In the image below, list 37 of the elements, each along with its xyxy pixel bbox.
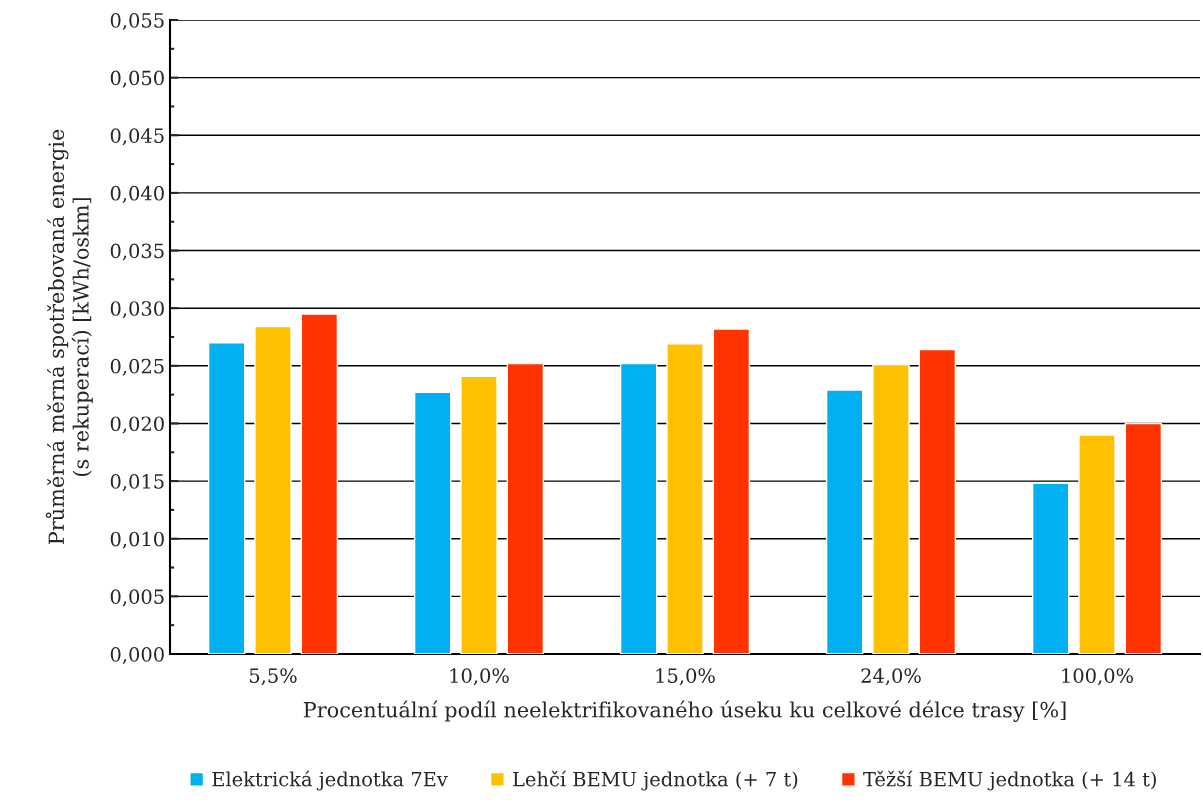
- x-tick-label: 24,0%: [861, 668, 921, 686]
- bar: [207, 342, 246, 654]
- bar: [712, 328, 751, 654]
- y-tick-label: 0,035: [110, 243, 164, 261]
- bar: [1031, 482, 1070, 654]
- bar: [506, 362, 545, 654]
- y-tick-label: 0,000: [110, 646, 164, 665]
- y-axis-title: Průměrná měrná spotřebovaná energie (s rekuperací) [kWh/oskm]: [45, 129, 93, 545]
- x-axis-title: Procentuální podíl neelektrifikovaného úseku ku celkové délce trasy [%]: [303, 700, 1066, 722]
- y-tick-label: 0,040: [110, 185, 164, 203]
- y-tick-label: 0,030: [110, 301, 164, 319]
- bar: [413, 391, 452, 654]
- bar: [1124, 422, 1163, 654]
- bar: [872, 363, 910, 654]
- bar: [1078, 434, 1116, 654]
- y-tick-label: 0,025: [110, 358, 164, 376]
- bar: [666, 343, 704, 654]
- x-tick-label: 100,0%: [1062, 668, 1133, 686]
- bar: [300, 313, 339, 654]
- y-tick-label: 0,020: [110, 416, 164, 434]
- legend-label: Elektrická jednotka 7Ev: [212, 770, 448, 791]
- y-tick-label: 0,010: [110, 531, 164, 549]
- x-tick-label: 5,5%: [249, 668, 297, 686]
- y-tick-label: 0,005: [110, 589, 164, 607]
- x-tick-label: 15,0%: [656, 668, 715, 686]
- legend-label: Těžší BEMU jednotka (+ 14 t): [863, 770, 1156, 791]
- legend-label: Lehčí BEMU jednotka (+ 7 t): [513, 770, 798, 791]
- bar: [918, 348, 957, 654]
- x-tick-label: 10,0%: [450, 668, 509, 686]
- y-tick-label: 0,050: [110, 70, 164, 88]
- y-tick-label: 0,055: [110, 12, 164, 31]
- y-tick-label: 0,045: [110, 128, 164, 146]
- bar: [825, 389, 864, 654]
- y-tick-label: 0,015: [110, 474, 164, 492]
- bar: [619, 362, 658, 654]
- bar: [254, 325, 292, 654]
- bar: [460, 375, 498, 654]
